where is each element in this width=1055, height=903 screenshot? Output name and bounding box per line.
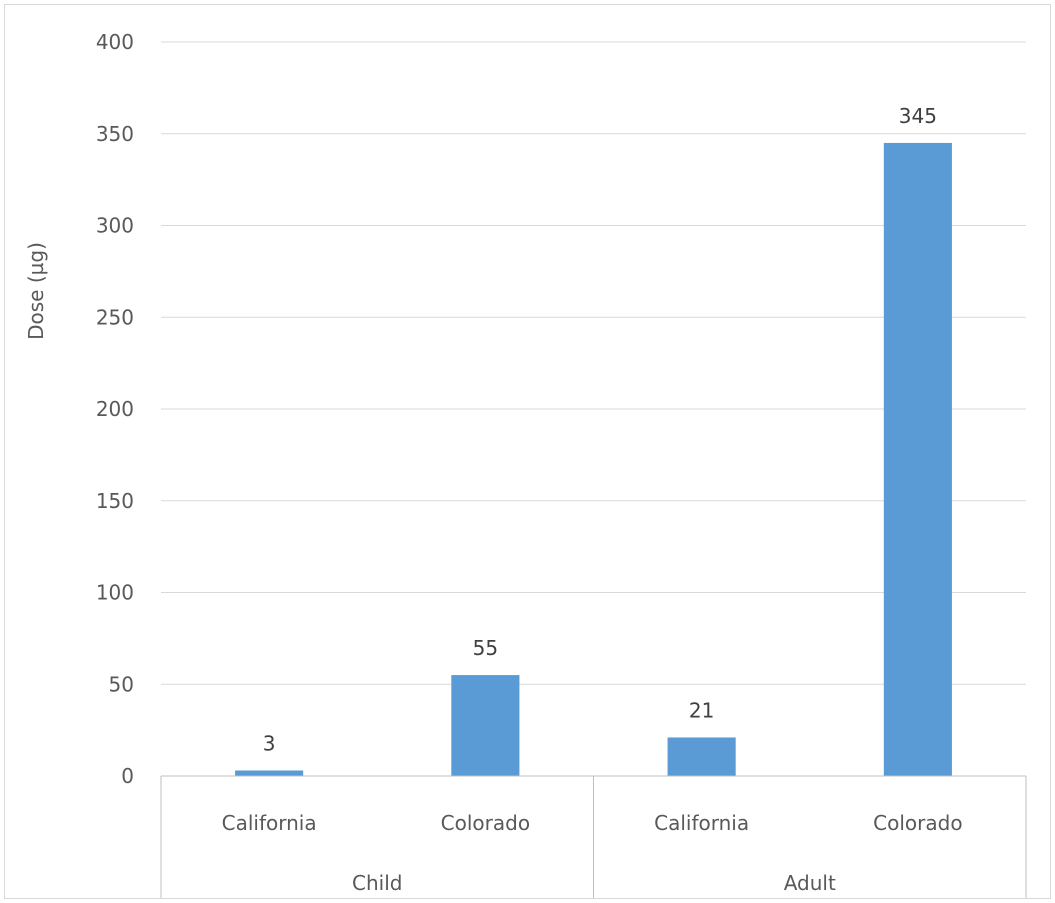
x-group-label: Child bbox=[352, 871, 402, 895]
y-tick-label: 200 bbox=[96, 397, 134, 421]
data-label: 21 bbox=[689, 698, 714, 722]
x-group-label: Adult bbox=[784, 871, 836, 895]
data-labels: 3 55 21 345 bbox=[263, 104, 937, 756]
x-category-label: Colorado bbox=[873, 811, 962, 835]
chart-frame: 3 55 21 345 0 50 100 150 200 250 300 350 400 Califo… bbox=[4, 4, 1051, 899]
y-tick-label: 250 bbox=[96, 305, 134, 329]
y-tick-label: 300 bbox=[96, 214, 134, 238]
bar bbox=[883, 142, 952, 777]
y-axis-title: Dose (µg) bbox=[24, 242, 48, 340]
bar bbox=[235, 770, 304, 776]
bar bbox=[451, 675, 520, 776]
y-tick-label: 50 bbox=[109, 672, 134, 696]
y-tick-label: 350 bbox=[96, 122, 134, 146]
x-category-label: California bbox=[654, 811, 749, 835]
y-tick-label: 400 bbox=[96, 30, 134, 54]
x-axis: California Colorado Child California Colorad… bbox=[160, 775, 1027, 898]
bar-chart: 3 55 21 345 0 50 100 150 200 250 300 350 400 Califo… bbox=[24, 30, 1027, 898]
bar bbox=[667, 737, 736, 776]
y-tick-label: 100 bbox=[96, 581, 134, 605]
data-label: 55 bbox=[473, 636, 498, 660]
data-label: 3 bbox=[263, 731, 276, 755]
y-tick-labels: 0 50 100 150 200 250 300 350 400 bbox=[96, 30, 134, 788]
bars bbox=[235, 142, 952, 777]
data-label: 345 bbox=[899, 104, 937, 128]
y-tick-label: 0 bbox=[121, 764, 134, 788]
x-category-label: California bbox=[222, 811, 317, 835]
gridlines bbox=[161, 41, 1026, 685]
y-tick-label: 150 bbox=[96, 489, 134, 513]
x-category-label: Colorado bbox=[441, 811, 530, 835]
